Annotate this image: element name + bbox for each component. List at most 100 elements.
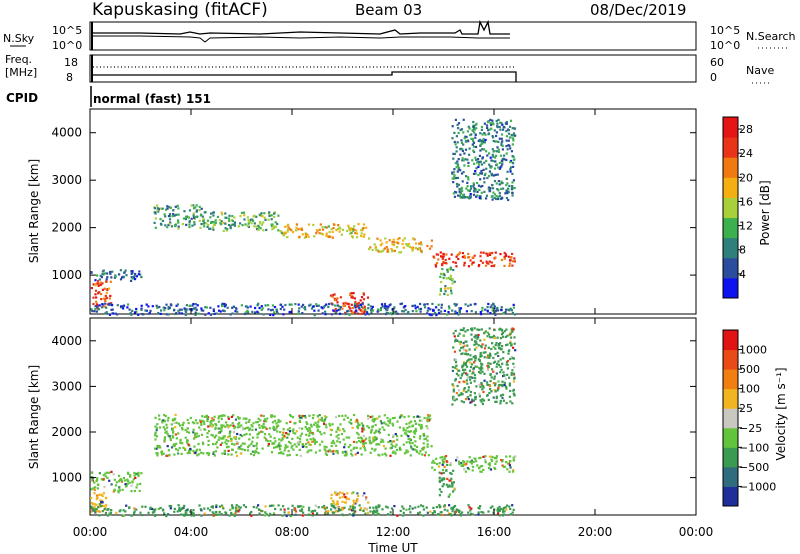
scatter-point [196,422,199,425]
scatter-point [505,135,509,138]
scatter-point [425,425,428,428]
scatter-point [131,277,134,280]
scatter-point [466,181,469,184]
noise-panel-frame [89,21,697,51]
scatter-point [156,207,159,210]
scatter-point [313,309,316,312]
noise-right-tick-bottom: 10^0 [710,39,740,52]
scatter-point [468,348,471,351]
scatter-point [221,302,224,305]
scatter-point [277,504,280,507]
scatter-point [386,306,389,309]
scatter-point [451,383,454,386]
scatter-point [325,234,328,237]
scatter-point [441,273,444,276]
scatter-point [387,424,390,427]
scatter-point [454,358,457,361]
scatter-point [98,493,101,496]
scatter-point [306,429,310,432]
scatter-point [504,506,507,509]
scatter-point [330,444,333,448]
scatter-point [234,418,238,421]
scatter-point [466,130,469,133]
scatter-point [98,510,102,513]
scatter-point [198,209,201,212]
scatter-point [352,491,355,494]
scatter-point [131,271,134,274]
scatter-point [343,454,346,457]
scatter-point [497,360,500,363]
scatter-point [153,207,156,210]
scatter-point [505,122,508,125]
scatter-point [413,432,416,435]
scatter-point [323,420,326,423]
scatter-point [95,507,98,511]
scatter-point [288,427,291,430]
scatter-point [217,420,220,423]
scatter-point [96,483,99,486]
scatter-point [99,283,102,286]
scatter-point [423,303,426,306]
scatter-point [154,226,157,229]
scatter-point [220,504,224,507]
scatter-point [465,379,468,382]
scatter-point [489,187,492,190]
scatter-point [489,336,492,339]
beam-title: Beam 03 [355,1,422,19]
scatter-point [512,139,515,142]
scatter-point [456,194,460,197]
scatter-point [454,311,457,314]
scatter-point [509,466,512,469]
scatter-point [331,303,334,306]
scatter-point [411,507,414,510]
scatter-point [476,328,479,331]
scatter-point [396,435,399,438]
scatter-point [495,119,498,123]
scatter-point [462,194,465,197]
scatter-point [402,427,405,430]
scatter-point [358,424,361,427]
scatter-point [200,223,203,226]
scatter-point [471,398,474,401]
scatter-point [314,504,317,507]
scatter-point [255,442,258,445]
scatter-point [498,509,502,512]
scatter-point [94,293,97,296]
scatter-point [486,252,489,256]
scatter-point [290,446,293,449]
scatter-point [214,450,218,453]
scatter-point [379,244,382,247]
scatter-point [390,443,393,446]
scatter-point [488,170,491,173]
scatter-point [508,262,512,265]
scatter-point [97,282,101,285]
scatter-point [475,127,478,130]
scatter-point [384,305,387,308]
scatter-point [297,303,300,306]
scatter-point [509,507,512,511]
scatter-point [333,299,337,302]
scatter-point [130,490,133,493]
scatter-point [264,505,267,508]
scatter-point [379,440,383,443]
scatter-point [323,422,326,425]
scatter-point [155,427,158,430]
scatter-point [462,118,465,121]
scatter-point [511,402,514,405]
scatter-point [104,297,107,300]
scatter-point [253,222,256,225]
scatter-point [452,332,455,335]
scatter-point [492,302,495,305]
scatter-point [118,273,121,276]
scatter-point [396,238,399,241]
scatter-point [505,139,508,142]
scatter-point [474,336,477,339]
scatter-point [383,428,386,431]
scatter-point [181,424,184,427]
scatter-point [478,457,481,460]
scatter-point [453,177,456,180]
scatter-point [502,371,505,374]
scatter-point [373,449,376,452]
scatter-point [454,329,457,332]
scatter-point [484,172,487,175]
